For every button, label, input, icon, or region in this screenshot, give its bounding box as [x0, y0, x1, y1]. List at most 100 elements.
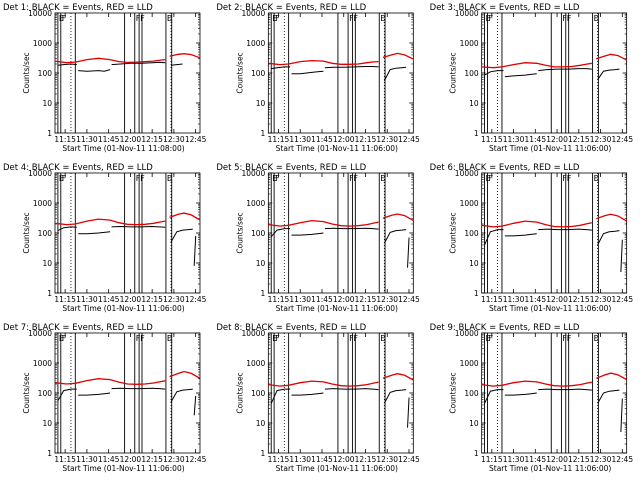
y-tick-label: 1	[47, 129, 52, 138]
x-tick-label: 12:00	[120, 135, 142, 144]
plot-frame	[54, 12, 201, 134]
x-tick-label: 12:45	[398, 135, 420, 144]
events-series-line	[57, 63, 77, 66]
state-marker-label: E	[380, 14, 385, 23]
x-tick-label: 11:30	[503, 455, 525, 464]
state-marker-label: F	[275, 334, 280, 343]
y-tick-label: 10	[469, 419, 479, 428]
detector-panel: Det 7: BLACK = Events, RED = LLD 1 10 100 10…	[3, 323, 207, 473]
detector-panel: Det 4: BLACK = Events, RED = LLD 1 10 100 10…	[3, 163, 207, 313]
state-marker-label: F	[275, 174, 280, 183]
y-tick-label: 1000	[460, 199, 479, 208]
events-series-line	[383, 66, 407, 82]
y-tick-label: 1000	[460, 39, 479, 48]
x-tick-label: 12:00	[333, 455, 355, 464]
plot-frame	[54, 172, 201, 294]
events-series-line	[597, 230, 620, 246]
events-series-line	[504, 392, 537, 396]
x-tick-label: 12:45	[185, 295, 207, 304]
events-series-line	[170, 63, 183, 66]
detector-panel: Det 8: BLACK = Events, RED = LLD 1 10 100 10…	[216, 323, 420, 473]
y-tick-label: 100	[38, 69, 53, 78]
plot-frame	[267, 332, 414, 454]
state-marker-label: E	[272, 174, 277, 183]
y-axis-label: Counts/sec	[22, 372, 31, 413]
y-tick-label: 10	[256, 259, 266, 268]
x-tick-label: 11:15	[54, 455, 76, 464]
x-tick-label: 12:15	[141, 135, 163, 144]
y-axis-label: Counts/sec	[449, 52, 458, 93]
events-series-line	[538, 388, 592, 391]
plot-frame	[54, 332, 201, 454]
panel-title: Det 3: BLACK = Events, RED = LLD	[430, 3, 580, 13]
x-tick-label: 11:15	[481, 295, 503, 304]
x-tick-label: 11:45	[98, 295, 120, 304]
y-tick-label: 10000	[455, 9, 479, 18]
y-tick-label: 1000	[33, 359, 52, 368]
state-marker-label: F	[488, 174, 493, 183]
y-tick-label: 100	[464, 229, 479, 238]
events-series-line	[324, 227, 379, 230]
x-tick-label: 11:45	[98, 455, 120, 464]
y-axis-label: Counts/sec	[449, 372, 458, 413]
y-tick-label: 10000	[28, 9, 52, 18]
x-tick-label: 12:00	[333, 135, 355, 144]
x-tick-label: 11:30	[76, 455, 98, 464]
x-tick-label: 12:15	[568, 135, 590, 144]
x-tick-label: 11:45	[311, 135, 333, 144]
state-marker-label: F	[349, 334, 354, 343]
lld-series-line	[268, 219, 379, 227]
lld-series-line	[596, 53, 627, 61]
panel-title: Det 4: BLACK = Events, RED = LLD	[3, 163, 153, 173]
detector-panel: Det 6: BLACK = Events, RED = LLD 1 10 100 10…	[430, 163, 634, 313]
state-marker-label: F	[140, 334, 145, 343]
x-tick-label: 12:45	[398, 295, 420, 304]
x-axis-label: Start Time (01-Nov-11 11:06:00)	[489, 144, 611, 153]
events-series-line	[620, 398, 623, 433]
x-tick-label: 11:30	[503, 295, 525, 304]
x-tick-label: 12:30	[590, 295, 612, 304]
x-tick-label: 11:45	[524, 295, 546, 304]
y-tick-label: 1	[47, 289, 52, 298]
events-series-line	[504, 73, 537, 78]
state-marker-label: F	[488, 14, 493, 23]
plot-frame	[267, 172, 414, 294]
y-tick-label: 100	[464, 389, 479, 398]
lld-series-line	[169, 53, 201, 59]
lld-series-line	[268, 380, 379, 387]
x-tick-label: 12:30	[376, 295, 398, 304]
y-tick-label: 100	[251, 229, 266, 238]
y-tick-label: 10	[42, 99, 52, 108]
y-tick-label: 1	[47, 449, 52, 458]
y-axis-label: Counts/sec	[235, 372, 244, 413]
events-series-line	[193, 395, 197, 416]
y-tick-label: 100	[38, 389, 53, 398]
y-tick-label: 1	[474, 449, 479, 458]
x-tick-label: 12:15	[355, 455, 377, 464]
x-tick-label: 11:45	[311, 295, 333, 304]
state-marker-label: F	[562, 174, 567, 183]
x-tick-label: 12:45	[185, 135, 207, 144]
state-marker-label: F	[567, 14, 572, 23]
x-tick-label: 12:00	[546, 295, 568, 304]
state-marker-label: E	[272, 14, 277, 23]
lld-series-line	[481, 220, 592, 228]
state-marker-label: F	[275, 14, 280, 23]
state-marker-label: E	[167, 334, 172, 343]
state-marker-label: E	[380, 334, 385, 343]
x-axis-label: Start Time (01-Nov-11 11:06:00)	[489, 304, 611, 313]
panel-title: Det 6: BLACK = Events, RED = LLD	[430, 163, 580, 173]
state-marker-label: F	[353, 174, 358, 183]
y-tick-label: 100	[38, 229, 53, 238]
state-marker-label: E	[594, 14, 599, 23]
y-tick-label: 10	[469, 99, 479, 108]
x-tick-label: 11:45	[311, 455, 333, 464]
state-marker-label: F	[62, 14, 67, 23]
events-series-line	[57, 388, 77, 402]
state-marker-label: F	[136, 174, 141, 183]
y-axis-label: Counts/sec	[22, 212, 31, 253]
y-axis-label: Counts/sec	[449, 212, 458, 253]
x-tick-label: 11:45	[98, 135, 120, 144]
x-tick-label: 11:15	[268, 295, 290, 304]
y-axis-label: Counts/sec	[235, 52, 244, 93]
